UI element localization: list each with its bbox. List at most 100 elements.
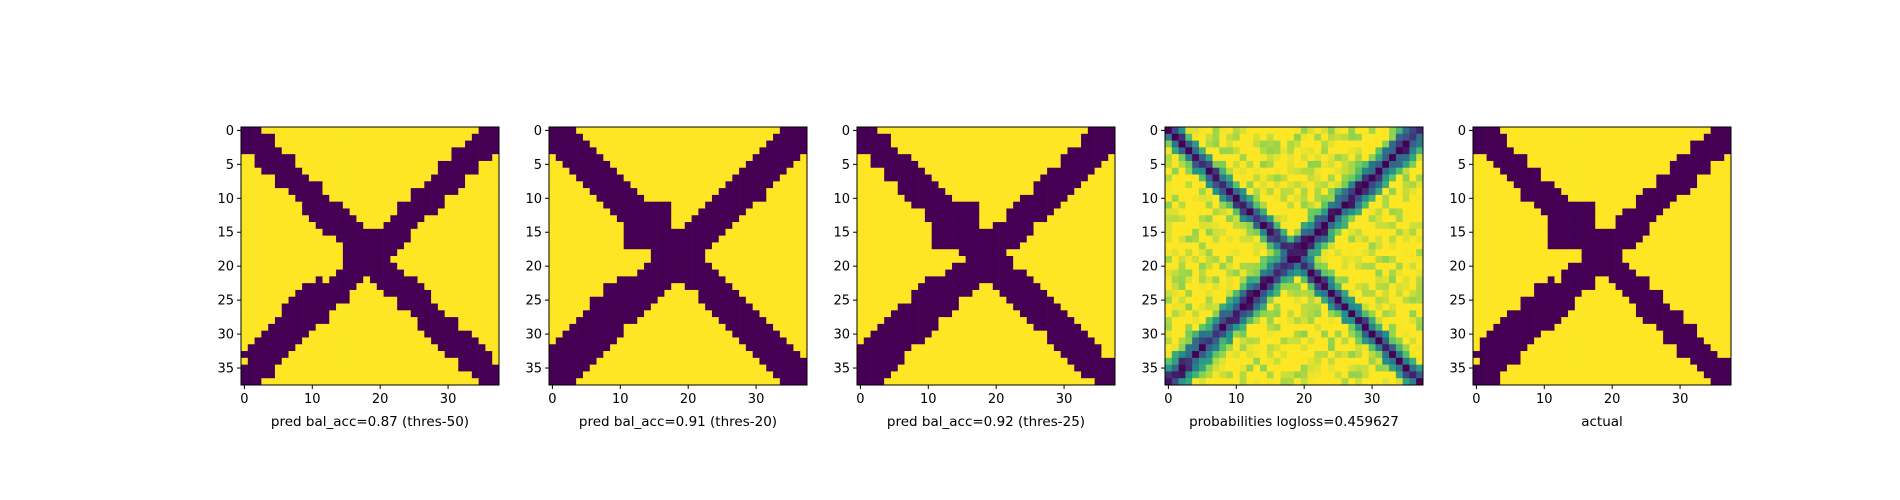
heatmap-cell	[610, 323, 618, 331]
heatmap-cell	[671, 283, 679, 291]
heatmap-cell	[1192, 160, 1200, 169]
heatmap-cell	[718, 330, 726, 338]
heatmap-cell	[650, 337, 658, 345]
heatmap-cell	[637, 283, 645, 291]
heatmap-cell	[1280, 147, 1288, 155]
heatmap-cell	[870, 127, 878, 135]
heatmap-cell	[589, 310, 597, 318]
heatmap-cell	[302, 194, 310, 202]
heatmap-cell	[1047, 310, 1055, 318]
heatmap-cell	[596, 194, 604, 202]
heatmap-cell	[356, 222, 364, 230]
heatmap-cell	[1198, 181, 1207, 189]
heatmap-cell	[1019, 228, 1028, 236]
heatmap-cell	[576, 351, 584, 359]
heatmap-cell	[1375, 188, 1383, 196]
heatmap-cell	[274, 228, 283, 236]
heatmap-cell	[911, 140, 919, 148]
heatmap-cell	[938, 289, 946, 298]
heatmap-cell	[1081, 181, 1089, 189]
heatmap-cell	[247, 140, 255, 148]
heatmap-cell	[1074, 201, 1082, 209]
heatmap-cell	[485, 181, 493, 189]
heatmap-cell	[589, 364, 597, 372]
heatmap-cell	[370, 344, 378, 352]
heatmap-cell	[315, 208, 323, 216]
heatmap-cell	[610, 140, 618, 148]
heatmap-cell	[254, 371, 262, 379]
heatmap-cell	[938, 242, 946, 250]
heatmap-cell	[555, 262, 563, 270]
heatmap-cell	[471, 174, 479, 182]
heatmap-cell	[555, 215, 563, 223]
heatmap-cell	[650, 174, 658, 182]
heatmap-cell	[958, 276, 966, 284]
heatmap-cell	[370, 147, 378, 155]
heatmap-cell	[302, 269, 310, 277]
heatmap-cell	[657, 208, 665, 216]
heatmap-cell	[424, 133, 432, 141]
heatmap-cell	[718, 215, 726, 223]
heatmap-cell	[637, 188, 645, 196]
heatmap-cell	[711, 296, 720, 304]
heatmap-cell	[596, 344, 604, 352]
heatmap-cell	[992, 147, 1000, 155]
heatmap-cell	[383, 378, 391, 386]
heatmap-cell	[711, 262, 720, 270]
heatmap-cell	[1013, 208, 1021, 216]
heatmap-cell	[383, 235, 391, 243]
heatmap-cell	[295, 235, 303, 243]
heatmap-cell	[1341, 208, 1349, 216]
heatmap-cell	[1232, 174, 1240, 182]
heatmap-cell	[793, 330, 801, 338]
heatmap-cell	[711, 283, 720, 291]
heatmap-cell	[786, 351, 794, 359]
heatmap-cell	[857, 147, 865, 155]
heatmap-cell	[1053, 323, 1061, 331]
heatmap-cell	[1321, 188, 1329, 196]
heatmap-cell	[752, 303, 760, 311]
heatmap-cell	[376, 310, 384, 318]
heatmap-cell	[329, 289, 337, 298]
heatmap-cell	[684, 127, 692, 135]
heatmap-cell	[918, 364, 926, 372]
heatmap-cell	[684, 357, 692, 365]
heatmap-cell	[1327, 208, 1336, 216]
heatmap-cell	[1101, 228, 1109, 236]
heatmap-cell	[1212, 188, 1220, 196]
heatmap-cell	[630, 167, 638, 175]
heatmap-cell	[478, 323, 486, 331]
heatmap-cell	[1053, 330, 1061, 338]
heatmap-cell	[417, 181, 425, 189]
heatmap-cell	[992, 296, 1000, 304]
heatmap-cell	[451, 323, 459, 331]
heatmap-cell	[444, 235, 452, 243]
heatmap-cell	[1013, 215, 1021, 223]
heatmap-cell	[773, 283, 781, 291]
heatmap-cell	[732, 378, 740, 386]
heatmap-cell	[302, 188, 310, 196]
heatmap-cell	[322, 222, 330, 230]
heatmap-cell	[657, 181, 665, 189]
heatmap-cell	[630, 303, 638, 311]
y-tick-label: 10	[833, 192, 850, 207]
heatmap-cell	[897, 235, 905, 243]
heatmap-cell	[1266, 147, 1274, 155]
heatmap-cell	[1067, 194, 1075, 202]
heatmap-cell	[1060, 323, 1068, 331]
heatmap-cell	[610, 303, 618, 311]
heatmap-cell	[410, 228, 418, 236]
heatmap-cell	[390, 371, 398, 379]
heatmap-cell	[1094, 330, 1102, 338]
heatmap-cell	[603, 181, 611, 189]
heatmap-cell	[549, 364, 557, 372]
heatmap-cell	[424, 303, 432, 311]
heatmap-cell	[376, 357, 384, 365]
heatmap-cell	[650, 181, 658, 189]
heatmap-cell	[732, 317, 740, 325]
heatmap-cell	[485, 289, 493, 298]
heatmap-cell	[589, 330, 597, 338]
heatmap-cell	[383, 371, 391, 379]
heatmap-cell	[596, 276, 604, 284]
heatmap-cell	[1067, 133, 1075, 141]
